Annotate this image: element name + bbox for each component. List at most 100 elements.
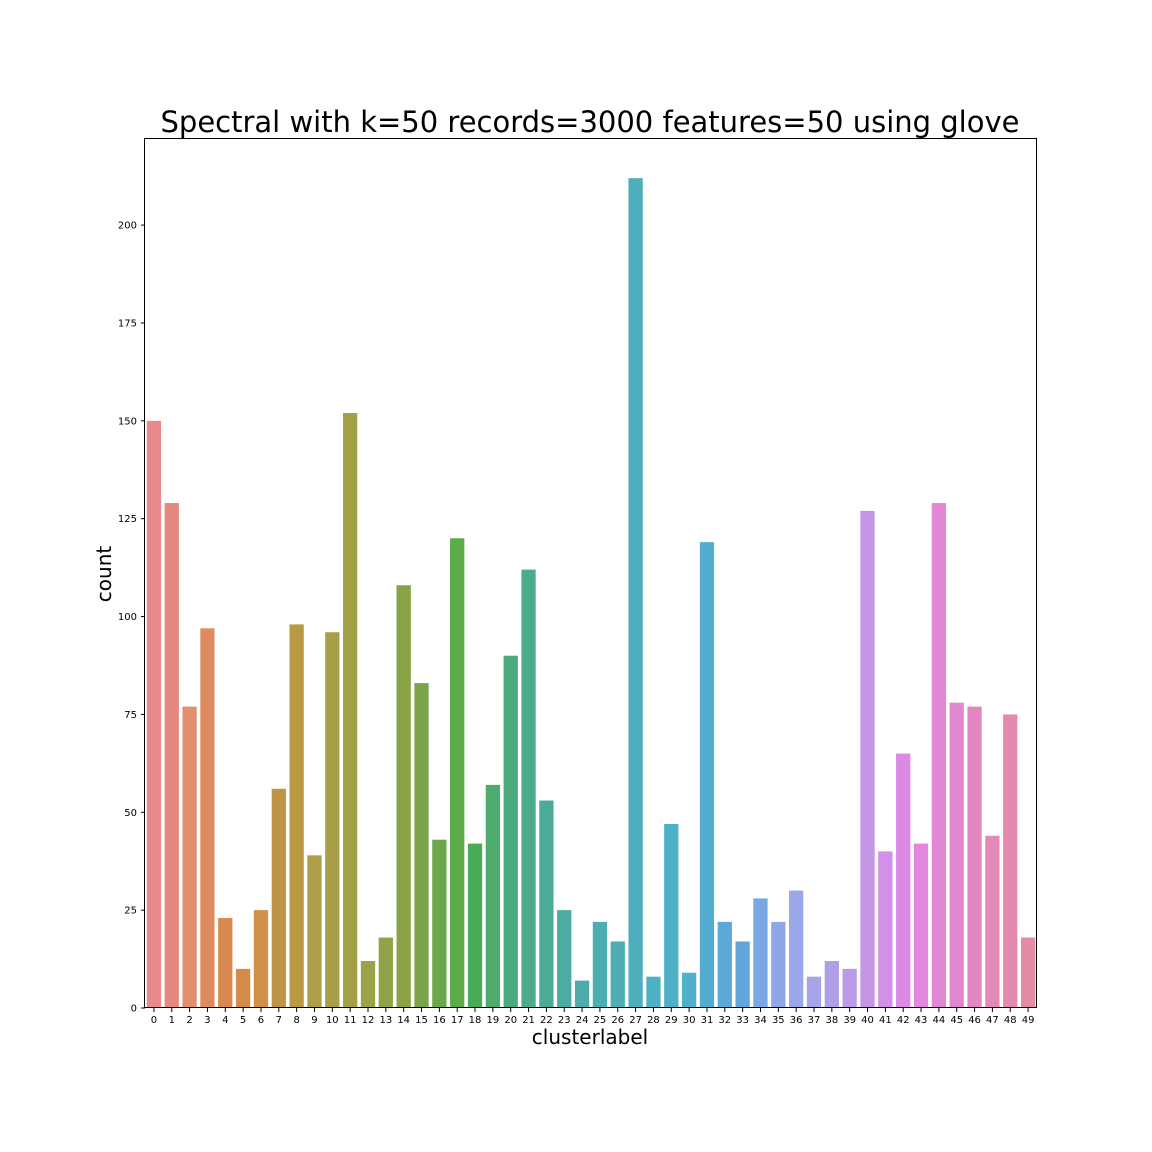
plot-frame bbox=[144, 138, 1037, 1008]
bar-27 bbox=[628, 178, 643, 1008]
x-tick-label: 9 bbox=[311, 1015, 317, 1026]
bar-14 bbox=[396, 585, 411, 1008]
x-tick-label: 31 bbox=[701, 1015, 714, 1026]
x-tick-label: 34 bbox=[754, 1015, 767, 1026]
x-tick-label: 28 bbox=[647, 1015, 660, 1026]
x-tick-label: 2 bbox=[186, 1015, 192, 1026]
x-tick-label: 26 bbox=[611, 1015, 624, 1026]
x-tick-label: 46 bbox=[968, 1015, 981, 1026]
bar-3 bbox=[200, 628, 215, 1008]
bar-42 bbox=[896, 753, 911, 1008]
x-tick-label: 32 bbox=[718, 1015, 731, 1026]
x-tick-label: 44 bbox=[933, 1015, 946, 1026]
y-tick-label: 75 bbox=[124, 710, 137, 721]
x-tick-label: 45 bbox=[950, 1015, 963, 1026]
bar-10 bbox=[325, 632, 340, 1008]
bar-20 bbox=[503, 655, 518, 1008]
bar-15 bbox=[414, 683, 429, 1008]
bar-39 bbox=[842, 968, 857, 1008]
x-tick-label: 20 bbox=[504, 1015, 517, 1026]
bar-30 bbox=[681, 972, 697, 1008]
bar-45 bbox=[949, 702, 964, 1008]
y-tick-label: 25 bbox=[124, 906, 137, 917]
x-tick-label: 10 bbox=[326, 1015, 339, 1026]
x-tick-label: 1 bbox=[169, 1015, 175, 1026]
x-tick-label: 35 bbox=[772, 1015, 785, 1026]
x-axis-label: clusterlabel bbox=[532, 1025, 648, 1049]
bar-18 bbox=[467, 843, 483, 1008]
x-tick-label: 4 bbox=[222, 1015, 228, 1026]
bar-22 bbox=[539, 800, 554, 1008]
bar-47 bbox=[985, 835, 1000, 1008]
x-tick-label: 42 bbox=[897, 1015, 910, 1026]
bar-13 bbox=[378, 937, 393, 1008]
bar-38 bbox=[824, 961, 839, 1008]
x-tick-label: 43 bbox=[915, 1015, 928, 1026]
x-tick-label: 27 bbox=[629, 1015, 642, 1026]
bar-11 bbox=[343, 413, 358, 1008]
bar-43 bbox=[913, 843, 929, 1008]
x-tick-label: 11 bbox=[344, 1015, 357, 1026]
y-tick-label: 150 bbox=[118, 416, 137, 427]
bar-24 bbox=[574, 980, 590, 1008]
bar-28 bbox=[646, 976, 661, 1008]
x-axis: 0 1 2 3 4 5 6 7 8 9 10 11 12 13 14 15 16 17 18 19 20 21 22 23 24… bbox=[151, 1008, 1035, 1026]
x-tick-label: 19 bbox=[487, 1015, 500, 1026]
bar-6 bbox=[253, 910, 269, 1008]
y-tick-label: 0 bbox=[131, 1004, 137, 1015]
bar-7 bbox=[271, 788, 286, 1008]
x-tick-label: 12 bbox=[362, 1015, 375, 1026]
x-tick-label: 49 bbox=[1022, 1015, 1035, 1026]
bar-32 bbox=[717, 921, 732, 1008]
bar-26 bbox=[610, 941, 625, 1008]
bar-34 bbox=[753, 898, 768, 1008]
bar-31 bbox=[699, 542, 715, 1008]
bar-0 bbox=[146, 420, 162, 1009]
bar-29 bbox=[664, 824, 679, 1008]
x-tick-label: 0 bbox=[151, 1015, 157, 1026]
bar-49 bbox=[1020, 937, 1036, 1008]
y-tick-label: 125 bbox=[118, 514, 137, 525]
y-tick-label: 50 bbox=[124, 808, 137, 819]
x-tick-label: 23 bbox=[558, 1015, 571, 1026]
x-tick-label: 30 bbox=[683, 1015, 696, 1026]
bar-44 bbox=[931, 503, 947, 1008]
bar-8 bbox=[289, 624, 304, 1008]
bar-19 bbox=[485, 784, 501, 1008]
bar-41 bbox=[878, 851, 893, 1008]
x-tick-label: 3 bbox=[204, 1015, 210, 1026]
x-tick-label: 7 bbox=[276, 1015, 282, 1026]
y-tick-label: 175 bbox=[118, 318, 137, 329]
bar-40 bbox=[860, 510, 875, 1008]
y-tick-label: 200 bbox=[118, 221, 137, 232]
bar-12 bbox=[360, 961, 376, 1008]
y-axis-label: count bbox=[92, 546, 116, 603]
x-tick-label: 18 bbox=[469, 1015, 482, 1026]
x-tick-label: 5 bbox=[240, 1015, 246, 1026]
bar-25 bbox=[592, 921, 608, 1008]
x-tick-label: 48 bbox=[1004, 1015, 1017, 1026]
x-tick-label: 8 bbox=[293, 1015, 299, 1026]
x-tick-label: 36 bbox=[790, 1015, 803, 1026]
bar-5 bbox=[235, 968, 251, 1008]
x-tick-label: 33 bbox=[736, 1015, 749, 1026]
bar-17 bbox=[450, 538, 465, 1008]
x-tick-label: 13 bbox=[379, 1015, 392, 1026]
bar-9 bbox=[307, 855, 322, 1008]
x-tick-label: 38 bbox=[825, 1015, 838, 1026]
bar-4 bbox=[218, 917, 233, 1008]
x-tick-label: 21 bbox=[522, 1015, 535, 1026]
x-tick-label: 17 bbox=[451, 1015, 464, 1026]
x-tick-label: 16 bbox=[433, 1015, 446, 1026]
x-tick-label: 6 bbox=[258, 1015, 264, 1026]
bar-48 bbox=[1003, 714, 1018, 1008]
bar-46 bbox=[967, 706, 982, 1008]
x-tick-label: 24 bbox=[576, 1015, 589, 1026]
x-tick-label: 14 bbox=[397, 1015, 410, 1026]
x-tick-label: 41 bbox=[879, 1015, 892, 1026]
x-tick-label: 22 bbox=[540, 1015, 553, 1026]
x-tick-label: 39 bbox=[843, 1015, 856, 1026]
bar-35 bbox=[771, 921, 786, 1008]
x-tick-label: 15 bbox=[415, 1015, 428, 1026]
